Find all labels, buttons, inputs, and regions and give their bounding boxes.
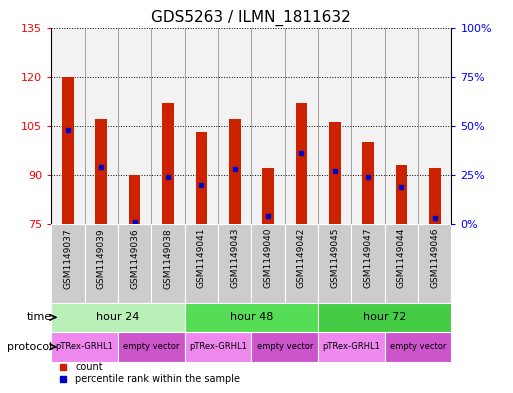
Text: pTRex-GRHL1: pTRex-GRHL1 (323, 342, 380, 351)
Bar (362, 142, 374, 224)
Bar (151, 224, 185, 303)
Bar (118, 224, 151, 303)
Text: empty vector: empty vector (123, 342, 180, 351)
Bar (418, 28, 451, 224)
Text: GSM1149045: GSM1149045 (330, 228, 339, 288)
Bar (262, 168, 274, 224)
Text: GSM1149042: GSM1149042 (297, 228, 306, 288)
Text: GSM1149039: GSM1149039 (97, 228, 106, 288)
Text: protocol: protocol (7, 342, 52, 352)
Bar (385, 332, 451, 362)
Text: GSM1149047: GSM1149047 (364, 228, 372, 288)
Text: GSM1149036: GSM1149036 (130, 228, 139, 288)
Bar (229, 119, 241, 224)
Bar (195, 132, 207, 224)
Text: GSM1149043: GSM1149043 (230, 228, 239, 288)
Text: percentile rank within the sample: percentile rank within the sample (75, 374, 240, 384)
Bar (51, 224, 85, 303)
Bar (385, 224, 418, 303)
Bar (151, 28, 185, 224)
Text: GSM1149044: GSM1149044 (397, 228, 406, 288)
Bar (95, 119, 107, 224)
Text: time: time (27, 312, 52, 322)
Bar (251, 224, 285, 303)
Bar (85, 224, 118, 303)
Bar (51, 332, 118, 362)
Bar (318, 224, 351, 303)
Bar (329, 123, 341, 224)
Bar (129, 175, 141, 224)
Text: pTRex-GRHL1: pTRex-GRHL1 (189, 342, 247, 351)
Bar (218, 224, 251, 303)
Bar (285, 28, 318, 224)
Text: pTRex-GRHL1: pTRex-GRHL1 (56, 342, 113, 351)
Text: GSM1149038: GSM1149038 (164, 228, 172, 288)
Text: GSM1149046: GSM1149046 (430, 228, 439, 288)
Bar (251, 332, 318, 362)
Bar (418, 224, 451, 303)
Bar (185, 28, 218, 224)
Bar (51, 303, 185, 332)
Bar (251, 28, 285, 224)
Bar (351, 224, 385, 303)
Bar (51, 28, 85, 224)
Bar (351, 28, 385, 224)
Bar (318, 303, 451, 332)
Text: hour 48: hour 48 (230, 312, 273, 322)
Text: hour 24: hour 24 (96, 312, 140, 322)
Bar (185, 332, 251, 362)
Bar (295, 103, 307, 224)
Text: GSM1149040: GSM1149040 (264, 228, 272, 288)
Text: GSM1149037: GSM1149037 (64, 228, 72, 288)
Text: GSM1149041: GSM1149041 (197, 228, 206, 288)
Text: empty vector: empty vector (256, 342, 313, 351)
Bar (162, 103, 174, 224)
Bar (396, 165, 407, 224)
Bar (118, 28, 151, 224)
Bar (385, 28, 418, 224)
Text: count: count (75, 362, 103, 373)
Bar (285, 224, 318, 303)
Bar (85, 28, 118, 224)
Bar (318, 28, 351, 224)
Bar (62, 77, 74, 224)
Bar (185, 224, 218, 303)
Text: empty vector: empty vector (390, 342, 446, 351)
Bar (185, 303, 318, 332)
Title: GDS5263 / ILMN_1811632: GDS5263 / ILMN_1811632 (151, 10, 351, 26)
Text: hour 72: hour 72 (363, 312, 406, 322)
Bar (218, 28, 251, 224)
Bar (318, 332, 385, 362)
Bar (118, 332, 185, 362)
Bar (429, 168, 441, 224)
